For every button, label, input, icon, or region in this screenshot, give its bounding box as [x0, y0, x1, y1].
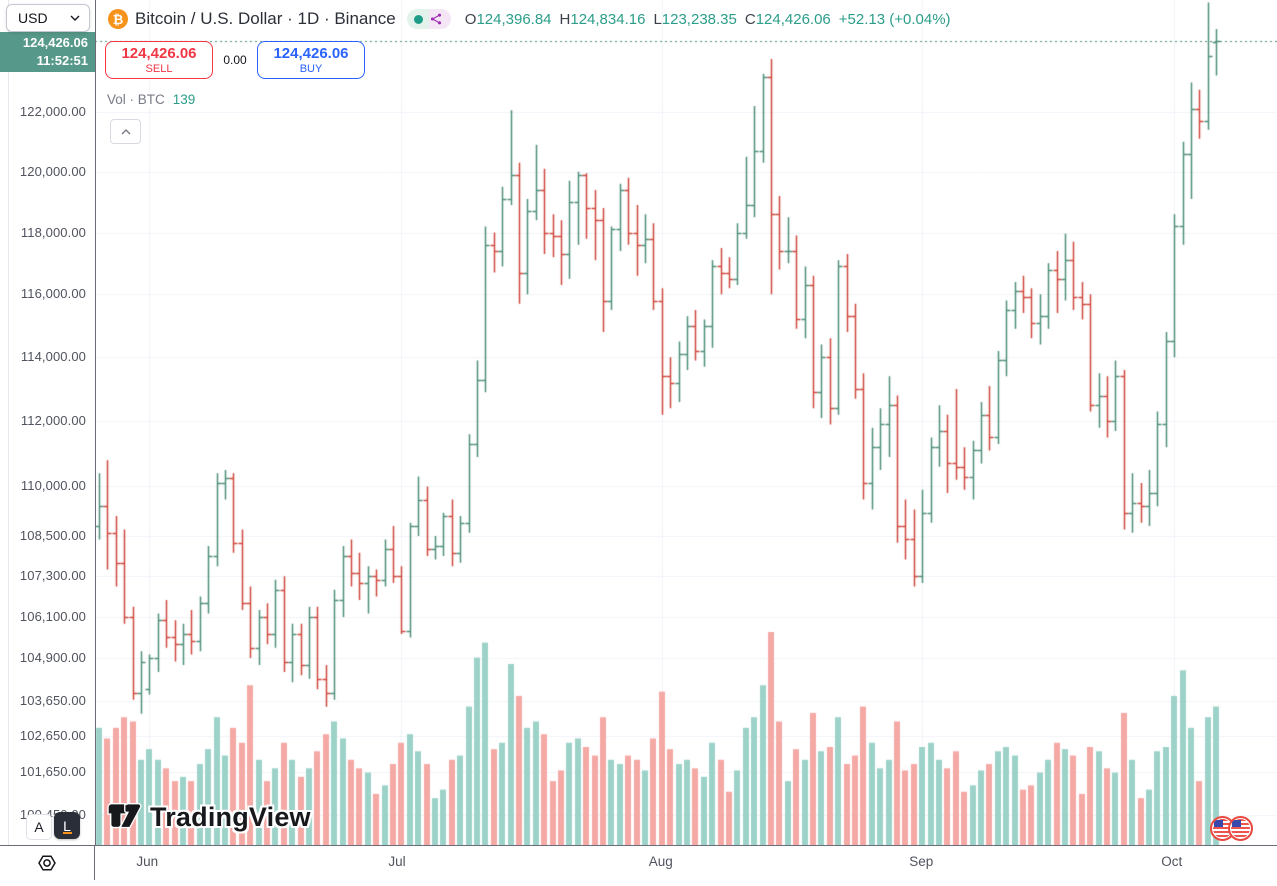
open-value: 124,396.84 [476, 10, 552, 28]
price-tick-label: 104,900.00 [19, 650, 86, 666]
time-axis-corner [0, 846, 95, 880]
tradingview-watermark: TradingView [106, 800, 311, 834]
bitcoin-icon: ₿ [108, 9, 128, 29]
currency-flags [1210, 816, 1253, 841]
auto-scale-button[interactable]: A [26, 814, 52, 840]
buy-price: 124,426.06 [273, 44, 349, 62]
buy-button[interactable]: 124,426.06 BUY [257, 41, 365, 79]
symbol-title[interactable]: Bitcoin / U.S. Dollar · 1D · Binance [135, 9, 396, 28]
symbol-legend: ₿ Bitcoin / U.S. Dollar · 1D · Binance O… [108, 7, 951, 31]
market-status-pill[interactable] [406, 9, 451, 29]
price-tick-label: 103,650.00 [19, 693, 86, 709]
current-price-value: 124,426.06 [22, 34, 88, 50]
low-value: 123,238.35 [661, 10, 737, 28]
price-tick-label: 101,650.00 [19, 763, 86, 779]
currency-dropdown[interactable]: USD [6, 4, 90, 32]
volume-value: 139 [172, 92, 196, 107]
price-tick-label: 112,000.00 [20, 413, 86, 429]
volume-label: Vol · BTC [107, 92, 165, 107]
settings-gear-icon[interactable] [36, 852, 58, 874]
price-chart-canvas[interactable] [95, 0, 1277, 845]
time-axis[interactable]: Jun Jul Aug Sep Oct [0, 845, 1277, 880]
price-tick-label: 118,000.00 [20, 224, 86, 240]
tradingview-logo-icon [107, 803, 142, 829]
footer-strip [0, 879, 1277, 886]
current-price-label: 124,426.06 11:52:51 [0, 31, 95, 72]
price-tick-label: 120,000.00 [19, 163, 86, 179]
price-tick-label: 122,000.00 [19, 104, 86, 119]
log-active-underline [62, 832, 72, 834]
chevron-down-icon [70, 15, 80, 21]
time-axis-month-label: Jun [136, 854, 159, 869]
spread-value: 0.00 [213, 50, 257, 70]
price-tick-label: 116,000.00 [20, 286, 86, 302]
price-tick-label: 107,300.00 [19, 568, 86, 584]
market-open-dot-icon [413, 14, 423, 24]
price-axis[interactable]: 122,000.00 120,000.00 118,000.00 116,000.00… [0, 0, 96, 845]
log-scale-label: L [63, 817, 71, 834]
change-value: +52.13 (+0.04%) [838, 10, 951, 28]
tradingview-watermark-text: TradingView [150, 801, 311, 832]
time-axis-month-label: Sep [909, 854, 934, 869]
high-label: H [559, 10, 571, 28]
axis-inner-divider [8, 0, 9, 845]
currency-dropdown-value: USD [18, 10, 48, 26]
open-label: O [464, 10, 477, 28]
auto-scale-label: A [34, 819, 44, 835]
buy-label: BUY [299, 62, 323, 75]
ohlc-readout: O124,396.84 H124,834.16 L123,238.35 C124,42… [465, 11, 951, 28]
price-tick-label: 106,100.00 [19, 608, 86, 624]
volume-study-row: Vol · BTC 139 [107, 92, 202, 107]
sell-label: SELL [145, 62, 173, 75]
usd-flag-icon [1228, 816, 1253, 841]
chevron-up-icon [121, 128, 130, 134]
sell-button[interactable]: 124,426.06 SELL [105, 41, 213, 79]
price-tick-label: 110,000.00 [20, 478, 86, 494]
time-axis-month-label: Aug [648, 854, 673, 869]
close-label: C [744, 10, 756, 28]
time-axis-month-label: Jul [388, 854, 406, 869]
sell-price: 124,426.06 [121, 44, 197, 62]
log-scale-button[interactable]: L [54, 812, 80, 839]
low-label: L [653, 10, 662, 28]
time-axis-month-label: Oct [1161, 854, 1183, 869]
high-value: 124,834.16 [570, 10, 646, 28]
share-icon [430, 13, 441, 25]
price-tick-label: 108,500.00 [19, 528, 86, 544]
collapse-legend-button[interactable] [110, 119, 141, 144]
close-value: 124,426.06 [755, 10, 831, 28]
price-tick-label: 114,000.00 [20, 349, 86, 365]
bar-countdown: 11:52:51 [36, 52, 88, 68]
trade-panel: 124,426.06 SELL 0.00 124,426.06 BUY [105, 41, 365, 79]
price-tick-label: 102,650.00 [19, 728, 86, 744]
